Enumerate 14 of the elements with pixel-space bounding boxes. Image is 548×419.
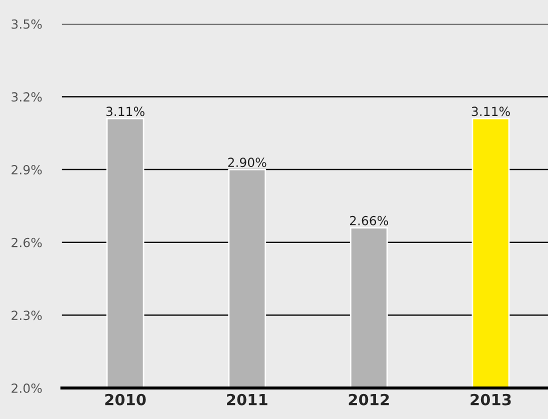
x-tick-label: 2011 [227,394,268,406]
y-tick-label: 2.0% [12,383,42,393]
y-tick-label: 2.9% [12,165,42,174]
data-label: 2.90% [228,158,266,168]
y-tick-label: 3.5% [12,19,42,29]
y-tick-label: 3.2% [12,92,42,102]
y-tick-label: 2.6% [12,238,42,248]
data-label: 2.66% [350,216,388,226]
x-tick-label: 2010 [105,394,146,406]
y-tick-label: 2.3% [12,310,42,320]
x-tick-label: 2013 [470,394,511,406]
x-tick-label: 2012 [348,394,389,406]
data-label: 3.11% [472,106,510,116]
data-label: 3.11% [106,106,144,116]
